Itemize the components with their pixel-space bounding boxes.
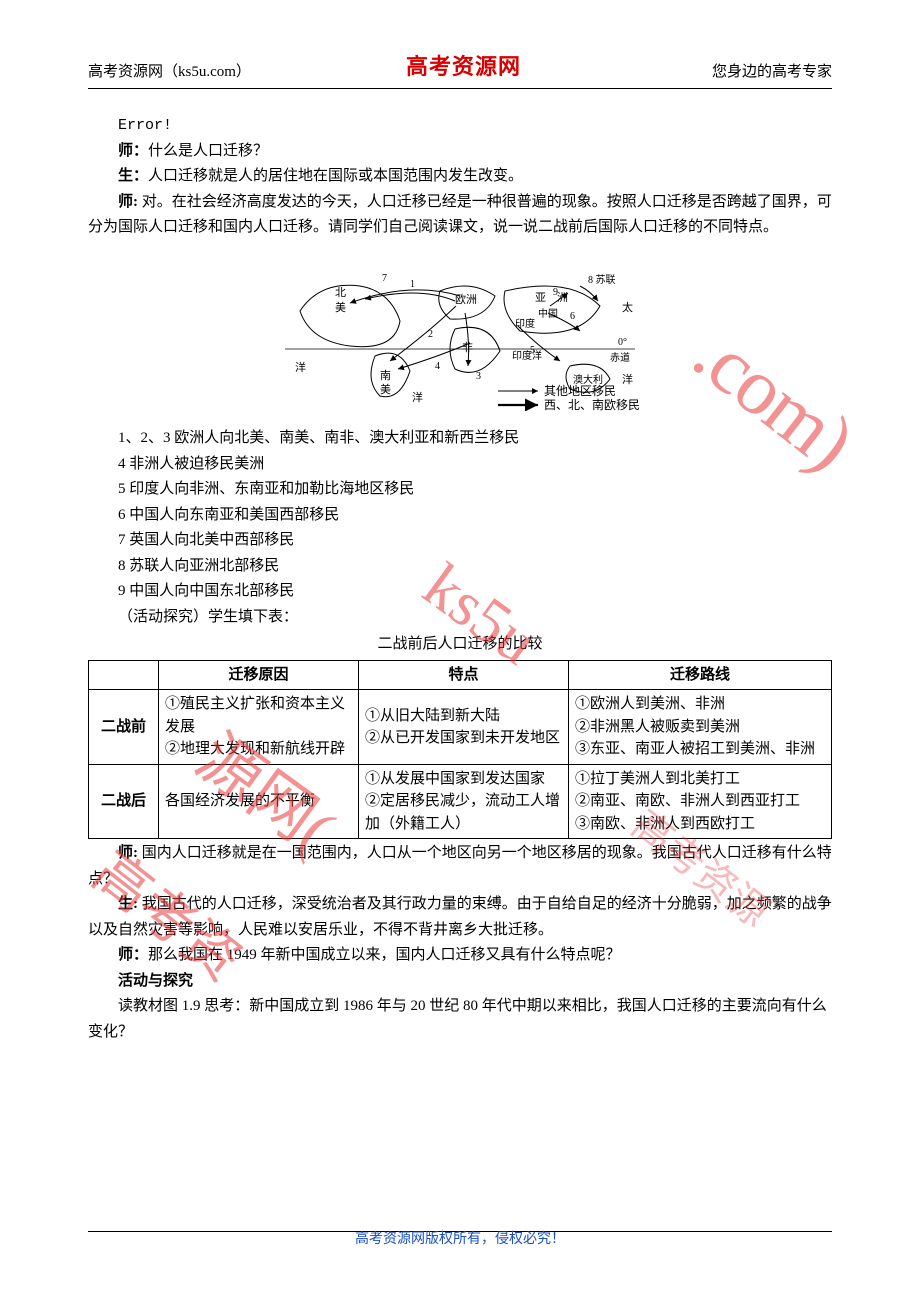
svg-text:亚 洲: 亚 洲: [535, 292, 568, 304]
svg-text:非: 非: [462, 341, 473, 354]
svg-text:9: 9: [553, 287, 558, 298]
dialog-text: 那么我国在 1949 年新中国成立以来，国内人口迁移又具有什么特点呢？: [148, 947, 621, 963]
svg-text:印度: 印度: [515, 317, 535, 330]
header-right: 您身边的高考专家: [712, 60, 832, 86]
svg-text:2: 2: [428, 329, 433, 340]
page-header: 高考资源网（ks5u.com） 高考资源网 您身边的高考专家: [88, 48, 832, 89]
table-cell: 各国经济发展的不平衡: [159, 764, 359, 839]
speaker-label: 师:: [118, 845, 142, 861]
migration-numbered-list: 1、2、3 欧洲人向北美、南美、南非、澳大利亚和新西兰移民 4 非洲人被迫移民美…: [118, 426, 832, 630]
table-cell: ①欧洲人到美洲、非洲②非洲黑人被贩卖到美洲③东亚、南亚人被招工到美洲、非洲: [569, 690, 832, 765]
activity-body: 读教材图 1.9 思考：新中国成立到 1986 年与 20 世纪 80 年代中期…: [88, 994, 832, 1045]
dialog-line: 生: 我国古代的人口迁移，深受统治者及其行政力量的束缚。由于自给自足的经济十分脆…: [88, 892, 832, 943]
speaker-label: 师：: [118, 143, 148, 159]
table-cell: ①殖民主义扩张和资本主义发展②地理大发现和新航线开辟: [159, 690, 359, 765]
svg-text:4: 4: [435, 361, 440, 372]
table-header: [89, 660, 159, 690]
table-header-row: 迁移原因 特点 迁移路线: [89, 660, 832, 690]
list-item: 7 英国人向北美中西部移民: [118, 528, 832, 554]
header-center-title: 高考资源网: [406, 48, 521, 85]
svg-text:赤道: 赤道: [610, 351, 630, 364]
list-item: 6 中国人向东南亚和美国西部移民: [118, 503, 832, 529]
dialog-line: 师：什么是人口迁移？: [88, 139, 832, 165]
dialog-line: 师：那么我国在 1949 年新中国成立以来，国内人口迁移又具有什么特点呢？: [88, 943, 832, 969]
legend-other: 其他地区移民: [544, 384, 616, 398]
dialog-line: 师: 对。在社会经济高度发达的今天，人口迁移已经是一种很普遍的现象。按照人口迁移…: [88, 190, 832, 241]
table-header: 特点: [359, 660, 569, 690]
dialog-text: 什么是人口迁移？: [148, 143, 268, 159]
svg-text:洋: 洋: [295, 360, 306, 374]
svg-text:太: 太: [622, 301, 633, 314]
table-cell: ①从发展中国家到发达国家②定居移民减少，流动工人增加（外籍工人）: [359, 764, 569, 839]
svg-text:南: 南: [380, 369, 391, 382]
speaker-label: 师:: [118, 194, 142, 210]
svg-text:3: 3: [476, 371, 481, 382]
svg-text:1: 1: [410, 279, 415, 290]
list-item: 1、2、3 欧洲人向北美、南美、南非、澳大利亚和新西兰移民: [118, 426, 832, 452]
svg-text:7: 7: [382, 273, 387, 284]
table-row: 二战前 ①殖民主义扩张和资本主义发展②地理大发现和新航线开辟 ①从旧大陆到新大陆…: [89, 690, 832, 765]
header-left: 高考资源网（ks5u.com）: [88, 60, 251, 86]
table-header: 迁移路线: [569, 660, 832, 690]
list-item: 9 中国人向中国东北部移民: [118, 579, 832, 605]
svg-text:北: 北: [335, 286, 346, 299]
legend-europe: 西、北、南欧移民: [544, 397, 640, 411]
svg-text:欧洲: 欧洲: [455, 293, 477, 306]
dialog-line: 师: 国内人口迁移就是在一国范围内，人口从一个地区向另一个地区移居的现象。我国古…: [88, 841, 832, 892]
list-item: 4 非洲人被迫移民美洲: [118, 452, 832, 478]
svg-text:美: 美: [335, 301, 346, 314]
footer-copyright: 高考资源网版权所有，侵权必究！: [0, 1228, 920, 1252]
svg-text:洋: 洋: [622, 372, 633, 386]
activity-section-title: 活动与探究: [88, 969, 832, 995]
list-item: 5 印度人向非洲、东南亚和加勒比海地区移民: [118, 477, 832, 503]
dialog-line: 生：人口迁移就是人的居住地在国际或本国范围内发生改变。: [88, 164, 832, 190]
error-text: Error!: [88, 113, 832, 139]
table-header: 迁移原因: [159, 660, 359, 690]
row-head: 二战后: [89, 764, 159, 839]
speaker-label: 师：: [118, 947, 148, 963]
table-cell: ①拉丁美洲人到北美打工②南亚、南欧、非洲人到西亚打工③南欧、非洲人到西欧打工: [569, 764, 832, 839]
dialog-text: 我国古代的人口迁移，深受统治者及其行政力量的束缚。由于自给自足的经济十分脆弱，加…: [88, 896, 832, 938]
svg-text:美: 美: [380, 383, 391, 396]
comparison-table: 迁移原因 特点 迁移路线 二战前 ①殖民主义扩张和资本主义发展②地理大发现和新航…: [88, 660, 832, 840]
row-head: 二战前: [89, 690, 159, 765]
dialog-text: 国内人口迁移就是在一国范围内，人口从一个地区向另一个地区移居的现象。我国古代人口…: [88, 845, 832, 887]
table-cell: ①从旧大陆到新大陆②从已开发国家到未开发地区: [359, 690, 569, 765]
table-row: 二战后 各国经济发展的不平衡 ①从发展中国家到发达国家②定居移民减少，流动工人增…: [89, 764, 832, 839]
dialog-text: 对。在社会经济高度发达的今天，人口迁移已经是一种很普遍的现象。按照人口迁移是否跨…: [88, 194, 832, 236]
speaker-label: 生:: [118, 896, 142, 912]
speaker-label: 生：: [118, 168, 148, 184]
world-map-icon: 北 美 南 美 欧洲 非 亚 洲 中国 印度 澳大利 0° 赤道 1 2: [280, 251, 640, 411]
svg-text:0°: 0°: [618, 337, 627, 348]
svg-text:洋: 洋: [412, 390, 423, 404]
svg-text:8 苏联: 8 苏联: [588, 273, 616, 286]
table-caption: 二战前后人口迁移的比较: [88, 632, 832, 658]
content-body: Error! 师：什么是人口迁移？ 生：人口迁移就是人的居住地在国际或本国范围内…: [88, 113, 832, 1045]
migration-map-figure: 北 美 南 美 欧洲 非 亚 洲 中国 印度 澳大利 0° 赤道 1 2: [88, 251, 832, 421]
svg-text:6: 6: [570, 311, 575, 322]
svg-text:印度洋: 印度洋: [512, 349, 542, 362]
list-item: 8 苏联人向亚洲北部移民: [118, 554, 832, 580]
dialog-text: 人口迁移就是人的居住地在国际或本国范围内发生改变。: [148, 168, 523, 184]
list-item: （活动探究）学生填下表：: [118, 605, 832, 631]
